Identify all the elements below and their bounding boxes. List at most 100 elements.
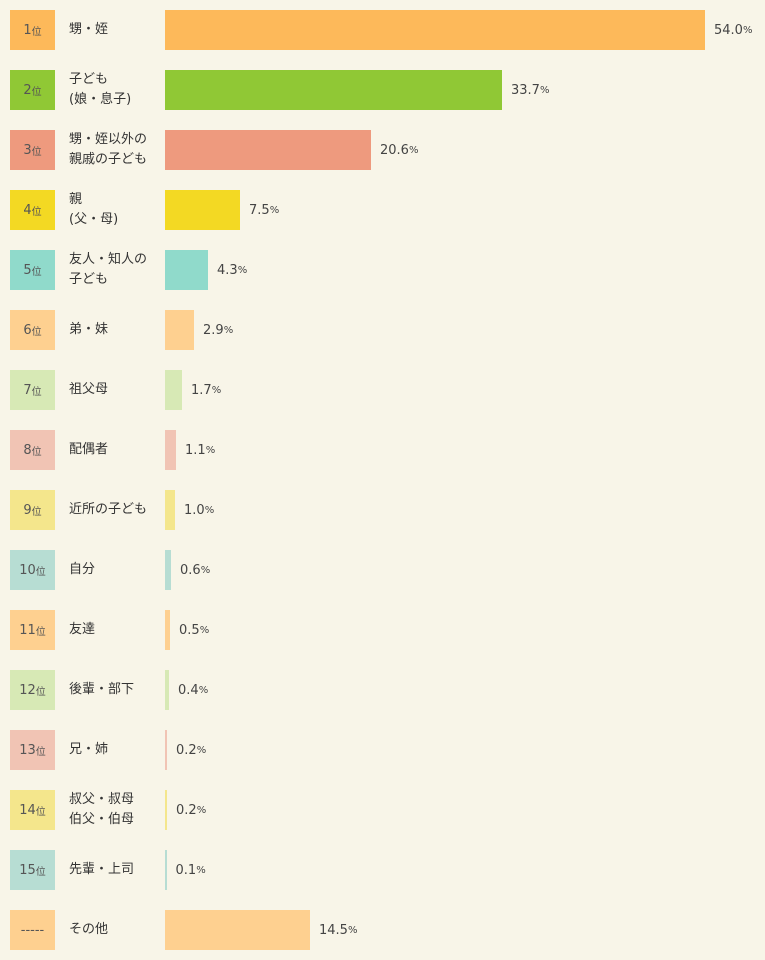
category-label: 兄・姉 xyxy=(69,742,109,757)
rank-number: 6 xyxy=(23,322,32,338)
category-label: 甥・姪 xyxy=(69,22,109,37)
category-label: 後輩・部下 xyxy=(69,682,135,697)
rank-number: 3 xyxy=(23,142,32,158)
value-label: 20.6% xyxy=(380,130,418,170)
category-label: 甥・姪以外の 親戚の子ども xyxy=(69,132,148,167)
rank-badge: 11 位 xyxy=(10,610,55,650)
value-number: 0.6 xyxy=(180,562,201,578)
rank-number: 4 xyxy=(23,202,32,218)
value-unit: % xyxy=(211,384,222,396)
rank-number: 2 xyxy=(23,82,32,98)
chart-row: 1 位甥・姪 54.0% xyxy=(0,10,765,50)
value-label: 4.3% xyxy=(217,250,247,290)
value-unit: % xyxy=(198,684,209,696)
value-label: 2.9% xyxy=(203,310,233,350)
value-number: 0.2 xyxy=(176,802,197,818)
rank-suffix: 位 xyxy=(31,446,42,458)
rank-number: 9 xyxy=(23,502,32,518)
rank-suffix: 位 xyxy=(35,866,46,878)
rank-badge: 12 位 xyxy=(10,670,55,710)
bar xyxy=(165,10,705,50)
value-unit: % xyxy=(742,24,753,36)
rank-suffix: 位 xyxy=(31,146,42,158)
value-label: 1.7% xyxy=(191,370,221,410)
rank-badge: 13 位 xyxy=(10,730,55,770)
bar xyxy=(165,550,171,590)
rank-suffix: 位 xyxy=(35,806,46,818)
chart-row: 10 位自分 0.6% xyxy=(0,550,765,590)
chart-row: ----- その他 14.5% xyxy=(0,910,765,950)
value-unit: % xyxy=(408,144,419,156)
chart-row: 6 位弟・妹 2.9% xyxy=(0,310,765,350)
value-number: 4.3 xyxy=(217,262,238,278)
bar xyxy=(165,490,175,530)
category-label: 友達 xyxy=(69,622,96,637)
value-number: 7.5 xyxy=(249,202,270,218)
chart-row: 12 位後輩・部下 0.4% xyxy=(0,670,765,710)
value-unit: % xyxy=(196,744,207,756)
value-number: 1.7 xyxy=(191,382,212,398)
value-number: 2.9 xyxy=(203,322,224,338)
value-number: 33.7 xyxy=(511,82,540,98)
chart-row: 2 位子ども (娘・息子) 33.7% xyxy=(0,70,765,110)
value-label: 54.0% xyxy=(714,10,752,50)
rank-suffix: 位 xyxy=(31,386,42,398)
bar xyxy=(165,130,371,170)
value-number: 14.5 xyxy=(319,922,348,938)
chart-row: 13 位兄・姉 0.2% xyxy=(0,730,765,770)
rank-number: 5 xyxy=(23,262,32,278)
rank-suffix: 位 xyxy=(31,26,42,38)
rank-number: 11 xyxy=(19,622,36,638)
value-number: 20.6 xyxy=(380,142,409,158)
value-unit: % xyxy=(196,864,206,876)
value-label: 0.6% xyxy=(180,550,210,590)
value-label: 1.1% xyxy=(185,430,215,470)
category-label: 配偶者 xyxy=(69,442,109,457)
bar xyxy=(165,850,167,890)
chart-row: 5 位友人・知人の 子ども 4.3% xyxy=(0,250,765,290)
rank-number: 13 xyxy=(19,742,36,758)
value-label: 1.0% xyxy=(184,490,214,530)
value-unit: % xyxy=(200,564,211,576)
bar xyxy=(165,670,169,710)
chart-row: 15 位先輩・上司 0.1% xyxy=(0,850,765,890)
category-label: 叔父・叔母 伯父・伯母 xyxy=(69,792,135,827)
value-unit: % xyxy=(269,204,280,216)
rank-number: 14 xyxy=(19,802,36,818)
category-label: 親 (父・母) xyxy=(69,192,119,227)
value-label: 0.4% xyxy=(178,670,208,710)
category-label: その他 xyxy=(69,922,109,937)
category-label: 先輩・上司 xyxy=(69,862,135,877)
rank-number: 1 xyxy=(23,22,32,38)
value-label: 0.1% xyxy=(176,850,206,890)
rank-badge: 15 位 xyxy=(10,850,55,890)
chart-row: 3 位甥・姪以外の 親戚の子ども 20.6% xyxy=(0,130,765,170)
value-unit: % xyxy=(199,624,210,636)
category-label: 友人・知人の 子ども xyxy=(69,252,148,287)
rank-number: 10 xyxy=(19,562,36,578)
rank-number: ----- xyxy=(20,922,45,938)
rank-suffix: 位 xyxy=(31,86,42,98)
bar xyxy=(165,310,194,350)
bar xyxy=(165,70,502,110)
value-label: 14.5% xyxy=(319,910,357,950)
value-unit: % xyxy=(204,504,215,516)
rank-suffix: 位 xyxy=(31,206,42,218)
rank-suffix: 位 xyxy=(35,626,46,638)
category-label: 祖父母 xyxy=(69,382,109,397)
value-unit: % xyxy=(347,924,358,936)
rank-suffix: 位 xyxy=(31,326,42,338)
category-label: 子ども (娘・息子) xyxy=(69,72,132,107)
bar xyxy=(165,250,208,290)
rank-suffix: 位 xyxy=(35,746,46,758)
value-number: 0.2 xyxy=(176,742,197,758)
